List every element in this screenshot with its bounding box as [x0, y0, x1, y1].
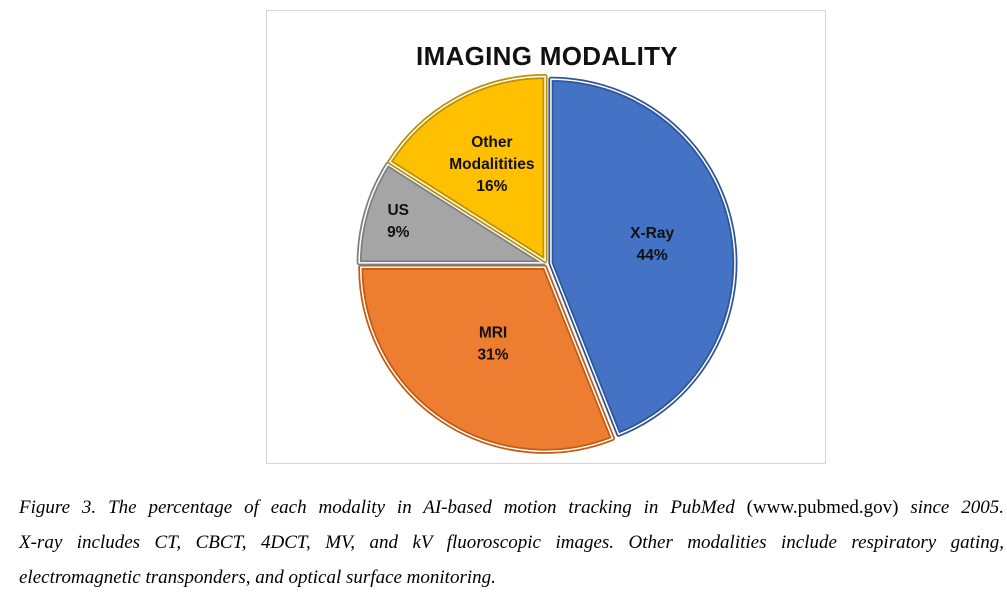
caption-url: (www.pubmed.gov) — [746, 497, 899, 518]
pie-slice-gap-us — [358, 163, 546, 264]
chart-title: IMAGING MODALITY — [416, 41, 678, 71]
chart-frame: IMAGING MODALITY X-Ray 44% MRI 31% US 9% Other… — [266, 10, 826, 464]
data-label-mri: MRI 31% — [478, 324, 509, 363]
pie-slice-gap-other-modalitities — [388, 75, 546, 262]
pie-slice-gap-mri — [360, 266, 614, 453]
caption-line-1-end: since 2005. — [910, 497, 1005, 518]
caption-line-2: X-ray includes CT, CBCT, 4DCT, MV, and k… — [19, 532, 1004, 553]
caption-line-1-text: Figure 3. The percentage of each modalit… — [19, 497, 735, 518]
caption-line-1: Figure 3. The percentage of each modalit… — [19, 490, 1004, 525]
data-label-other-modalitities: Other Modalitities 16% — [449, 134, 534, 195]
caption-line-3: electromagnetic transponders, and optica… — [19, 567, 496, 588]
figure-caption: Figure 3. The percentage of each modalit… — [19, 490, 1004, 595]
pie-chart: X-Ray 44% MRI 31% US 9% Other Modalitities 16% — [356, 73, 738, 454]
pie-slice-gap-x-ray — [550, 78, 736, 436]
data-label-us: US 9% — [387, 202, 410, 241]
data-label-x-ray: X-Ray 44% — [630, 225, 674, 264]
